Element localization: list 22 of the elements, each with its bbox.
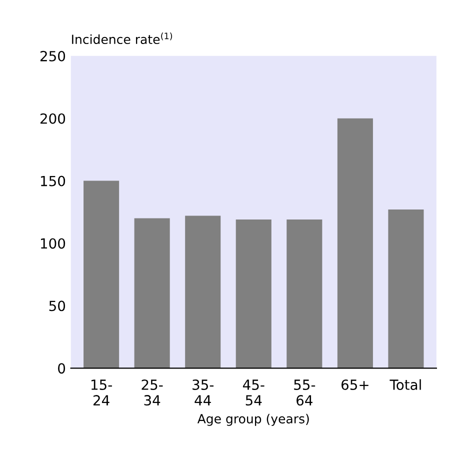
- y-tick-label: 50: [49, 300, 66, 312]
- bar: [388, 210, 424, 368]
- x-tick-label: 55- 64: [294, 380, 316, 406]
- x-tick-label: 25- 34: [142, 379, 163, 406]
- y-tick-label: 150: [40, 176, 66, 186]
- x-tick-label: Total: [390, 379, 421, 390]
- bar: [84, 180, 120, 368]
- x-tick-label: 35- 44: [192, 379, 214, 406]
- bar: [236, 220, 272, 368]
- x-tick-label: 65+: [342, 379, 368, 390]
- y-axis-title: Incidence rate$^{(1)}$: [72, 32, 172, 44]
- y-tick-label: 0: [58, 363, 66, 374]
- bar: [134, 218, 170, 368]
- y-tick-label: 100: [40, 238, 66, 249]
- x-axis-title: Age group (years): [197, 414, 309, 426]
- y-tick-label: 250: [40, 50, 66, 62]
- bar: [337, 118, 373, 368]
- x-tick-label: 45- 54: [242, 380, 264, 406]
- bar: [286, 220, 322, 368]
- x-tick-label: 15- 24: [91, 380, 112, 406]
- bar: [185, 216, 221, 368]
- y-tick-label: 200: [40, 113, 66, 124]
